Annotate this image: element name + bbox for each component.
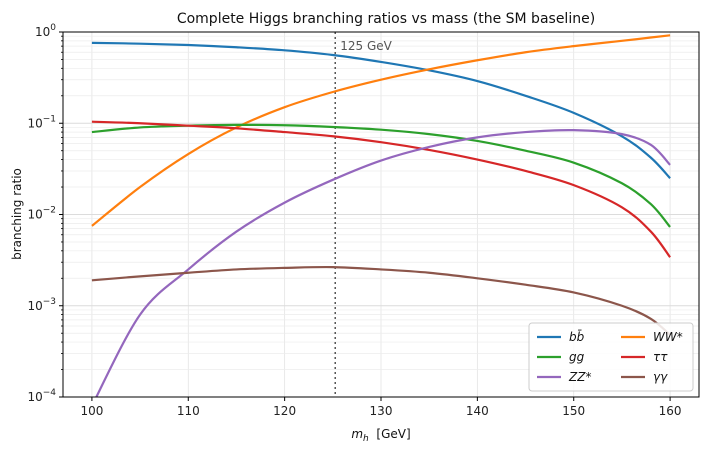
y-tick-label: 100	[35, 23, 56, 39]
y-tick-label: 10−1	[27, 114, 56, 130]
x-tick-label: 120	[273, 404, 296, 418]
y-tick-label: 10−2	[27, 206, 56, 222]
x-tick-label: 100	[80, 404, 103, 418]
x-tick-label: 150	[562, 404, 585, 418]
legend-label: γγ	[653, 370, 668, 384]
legend-label: WW*	[653, 330, 683, 344]
axis-ticks: 100 110 120 130 140 150 160 10−4 10−3 10−2 10−1 100	[27, 23, 681, 418]
annotation: 125 GeV	[334, 32, 393, 397]
chart-title: Complete Higgs branching ratios vs mass …	[177, 11, 595, 27]
legend-label: bb̄	[569, 330, 585, 344]
legend-label: ZZ*	[568, 370, 591, 384]
y-tick-label: 10−3	[27, 297, 56, 313]
series-line	[91, 120, 671, 258]
x-tick-label: 130	[370, 404, 393, 418]
series-line	[91, 265, 671, 336]
legend-label: ττ	[653, 350, 668, 364]
reference-line-label: 125 GeV	[340, 39, 392, 53]
x-axis-title: mh [GeV]	[351, 427, 410, 444]
y-tick-label: 10−4	[27, 388, 56, 404]
series-line	[91, 34, 671, 227]
legend: bb̄ WW* gg ττ ZZ* γγ	[528, 322, 694, 392]
grid	[63, 31, 699, 398]
x-tick-label: 140	[466, 404, 489, 418]
series-lines	[91, 34, 671, 397]
x-tick-label: 160	[659, 404, 682, 418]
y-axis-title: branching ratio	[10, 168, 24, 260]
legend-box	[528, 322, 694, 392]
x-tick-label: 110	[177, 404, 200, 418]
legend-label: gg	[569, 350, 585, 364]
